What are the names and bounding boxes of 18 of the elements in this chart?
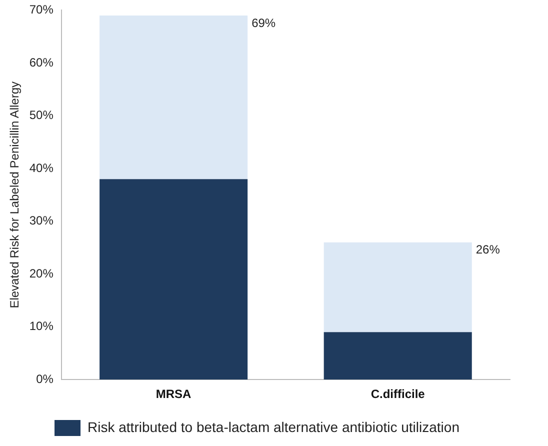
y-tick-label: 0% (36, 372, 54, 386)
bar (324, 242, 472, 332)
total-label: 26% (476, 242, 500, 257)
legend-label: Risk attributed to beta-lactam alternative antibiotic utilization (88, 418, 460, 435)
y-tick-label: 60% (29, 55, 54, 70)
bar (100, 15, 248, 180)
y-tick-label: 70% (29, 2, 54, 17)
bar (324, 332, 472, 380)
y-tick-label: 30% (29, 214, 54, 228)
y-tick-label: 20% (29, 266, 54, 280)
y-tick-label: 40% (29, 160, 54, 175)
x-tick-label: MRSA (156, 387, 192, 402)
bar (100, 179, 248, 380)
y-tick-label: 50% (29, 108, 54, 122)
total-label: 69% (252, 16, 276, 30)
x-tick-label: C.difficile (370, 387, 426, 402)
y-tick-label: 10% (29, 319, 54, 334)
y-axis-title: Elevated Risk for Labeled Penicillin Allergy (8, 82, 22, 308)
